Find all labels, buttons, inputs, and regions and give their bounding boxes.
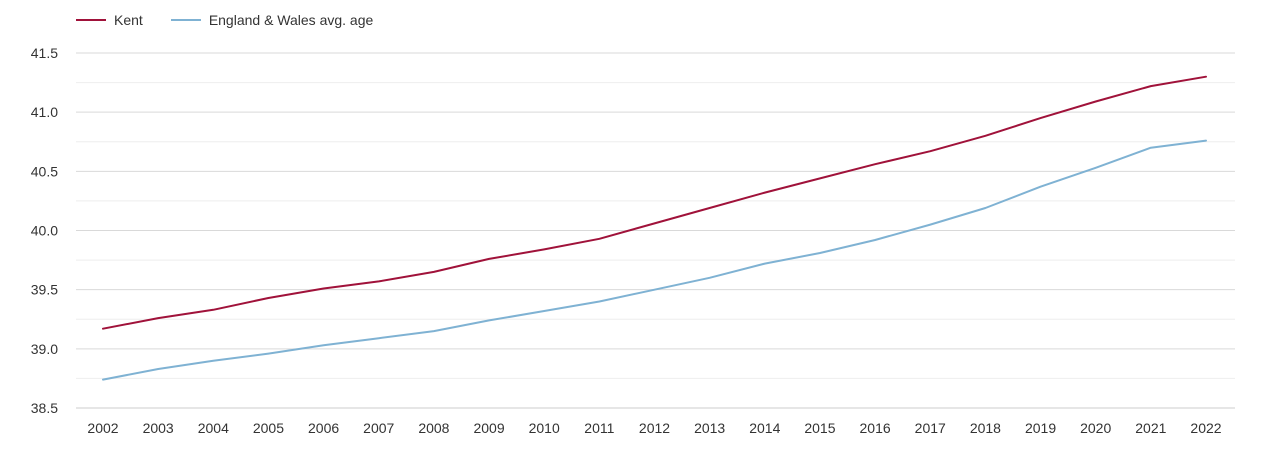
x-tick-label: 2003 bbox=[143, 420, 174, 436]
x-tick-label: 2022 bbox=[1190, 420, 1221, 436]
x-tick-label: 2012 bbox=[639, 420, 670, 436]
x-tick-label: 2018 bbox=[970, 420, 1001, 436]
x-tick-label: 2019 bbox=[1025, 420, 1056, 436]
x-tick-label: 2011 bbox=[584, 420, 614, 436]
series-line-kent bbox=[102, 75, 1207, 330]
x-tick-label: 2014 bbox=[749, 420, 780, 436]
x-tick-label: 2016 bbox=[860, 420, 891, 436]
legend-item-kent[interactable]: Kent bbox=[76, 12, 143, 28]
y-tick-label: 40.5 bbox=[31, 163, 58, 179]
x-tick-label: 2006 bbox=[308, 420, 339, 436]
y-tick-label: 38.5 bbox=[31, 400, 58, 416]
x-tick-label: 2004 bbox=[198, 420, 229, 436]
legend-swatch-england-wales bbox=[170, 19, 201, 21]
y-tick-label: 40.0 bbox=[31, 223, 58, 239]
legend-label-england-wales: England & Wales avg. age bbox=[208, 12, 374, 28]
legend-item-england-wales[interactable]: England & Wales avg. age bbox=[170, 12, 374, 28]
series-line-england-wales bbox=[102, 139, 1207, 381]
legend-label-kent: Kent bbox=[114, 12, 143, 28]
x-tick-label: 2013 bbox=[694, 420, 725, 436]
y-tick-label: 39.0 bbox=[31, 341, 58, 357]
y-tick-label: 41.5 bbox=[31, 45, 58, 61]
x-tick-label: 2015 bbox=[804, 420, 835, 436]
x-tick-label: 2005 bbox=[253, 420, 284, 436]
y-tick-label: 41.0 bbox=[31, 104, 58, 120]
x-tick-label: 2017 bbox=[915, 420, 946, 436]
x-tick-label: 2009 bbox=[473, 420, 504, 436]
chart-legend: Kent England & Wales avg. age bbox=[76, 10, 401, 30]
x-tick-label: 2021 bbox=[1135, 420, 1166, 436]
y-tick-label: 39.5 bbox=[31, 282, 58, 298]
x-tick-label: 2002 bbox=[87, 420, 118, 436]
legend-swatch-kent bbox=[76, 19, 106, 21]
x-tick-label: 2020 bbox=[1080, 420, 1111, 436]
x-tick-label: 2007 bbox=[363, 420, 394, 436]
x-tick-label: 2008 bbox=[418, 420, 449, 436]
x-tick-label: 2010 bbox=[529, 420, 560, 436]
